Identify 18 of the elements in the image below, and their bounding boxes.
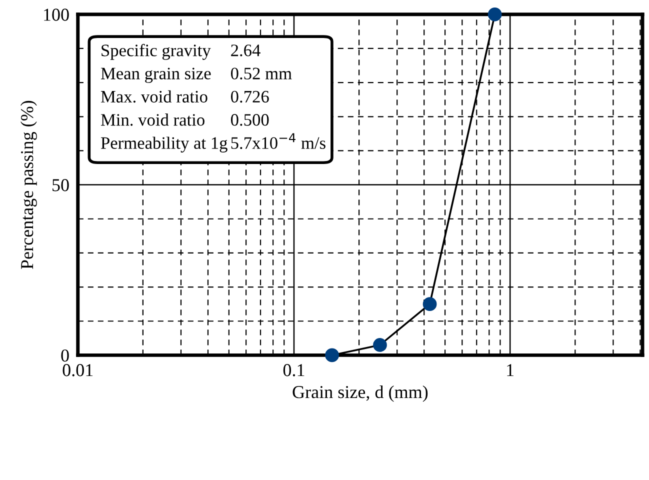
annotation: 0.726 [230,90,269,103]
y-axis-title: Percentage passing (%) [20,100,37,270]
annotation: Min. void ratio [100,114,204,126]
annotation: 0.52 mm [230,68,292,80]
y-tick-label: 0 [61,349,69,362]
y-tick-label: 100 [44,8,69,21]
x-tick-label: 0.01 [62,364,93,376]
annotation: Mean grain size [100,68,211,83]
annotation: Permeability at 1g [100,136,228,152]
x-tick-label: 0.1 [283,364,304,376]
x-tick-label: 1 [507,364,514,376]
annotation: Specific gravity [102,44,211,60]
annotation: 5.7x10$^{−4}$ m/s [231,133,326,149]
x-axis-title: Grain size, d (mm) [292,385,428,402]
annotation: 0.500 [230,114,269,126]
annotation: 2.64 [231,44,260,56]
y-tick-label: 50 [52,179,69,192]
annotation: Max. void ratio [100,90,208,103]
